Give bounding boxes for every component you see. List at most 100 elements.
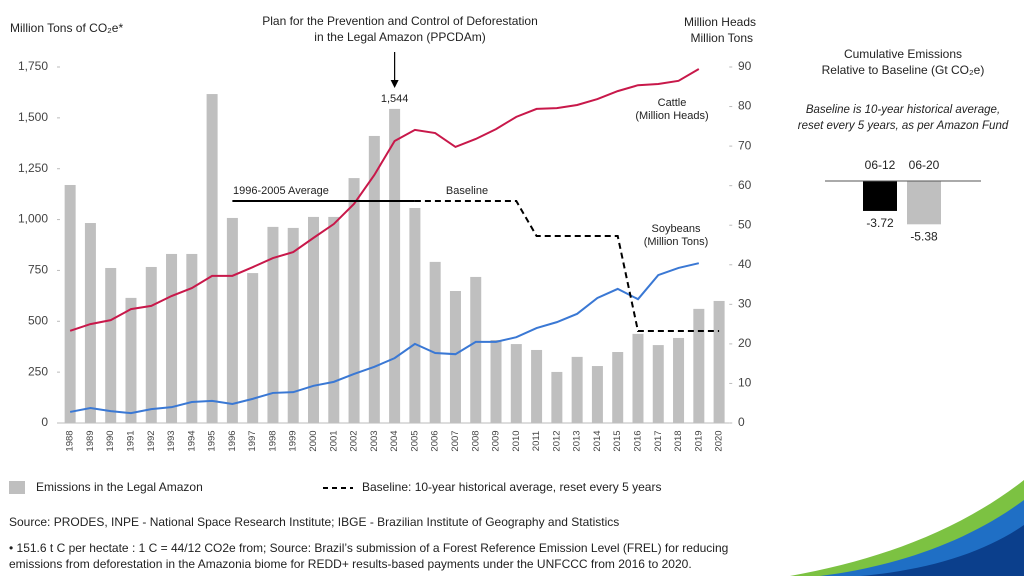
y2-tick-label: 90 (738, 59, 752, 73)
bar (470, 276, 482, 423)
value-label: -5.38 (910, 229, 938, 243)
line (69, 262, 700, 415)
series-label: Cattle (658, 97, 687, 109)
x-tick-label: 1992 (146, 430, 157, 451)
bar (490, 340, 502, 423)
bar (510, 344, 522, 423)
bar (409, 207, 421, 423)
bar (287, 227, 299, 423)
panel-title: Cumulative Emissions (844, 47, 962, 61)
bar (429, 261, 441, 423)
y-tick-label: 1,000 (18, 212, 48, 226)
bar (186, 253, 198, 423)
series-label: (Million Tons) (644, 236, 709, 248)
bar (308, 216, 319, 423)
bar (84, 223, 96, 423)
value-label: 1,544 (381, 93, 409, 105)
bar (328, 216, 340, 423)
y-tick-label: 1,250 (18, 161, 48, 175)
series-label: 1996-2005 Average (233, 185, 329, 197)
legend-swatch (9, 481, 25, 494)
x-tick-label: 2003 (369, 430, 380, 451)
x-tick-label: 2001 (328, 430, 339, 451)
x-tick-label: 2002 (349, 430, 360, 451)
bar (571, 356, 583, 423)
swoosh-dark (860, 525, 1024, 576)
y2-tick-label: 40 (738, 257, 752, 271)
bar (166, 253, 178, 423)
value-label: -3.72 (866, 216, 894, 230)
x-tick-label: 2000 (308, 430, 319, 451)
y2-axis-title: Million Heads (684, 15, 756, 29)
y-tick-label: 500 (28, 313, 48, 327)
y-tick-label: 750 (28, 263, 48, 277)
x-tick-label: 2012 (551, 430, 562, 451)
bar (368, 135, 380, 423)
x-tick-label: 2020 (714, 430, 725, 451)
bar (125, 297, 137, 423)
x-tick-label: 2018 (673, 430, 684, 451)
bar (907, 181, 941, 225)
bar (612, 352, 624, 423)
line (69, 68, 700, 332)
bar (652, 345, 664, 423)
annotation: in the Legal Amazon (PPCDAm) (314, 30, 485, 44)
note: • 151.6 t C per hectate : 1 C = 44/12 CO… (9, 541, 728, 555)
source: Source: PRODES, INPE - National Space Re… (9, 515, 619, 529)
y-tick-label: 1,750 (18, 59, 48, 73)
y2-axis-title: Million Tons (691, 31, 753, 45)
bar (673, 337, 685, 423)
bar (551, 371, 563, 423)
legend-label: Baseline: 10-year historical average, re… (362, 480, 661, 494)
x-tick-label: 2015 (612, 430, 623, 451)
category-label: 06-12 (865, 158, 896, 172)
panel-title: Relative to Baseline (Gt CO₂e) (822, 63, 985, 77)
x-tick-label: 1996 (227, 430, 238, 451)
category-label: 06-20 (909, 158, 940, 172)
bar (105, 267, 117, 423)
y2-tick-label: 20 (738, 336, 752, 350)
bar (693, 308, 705, 423)
y2-tick-label: 10 (738, 376, 752, 390)
x-tick-label: 1997 (247, 430, 258, 451)
x-tick-label: 1991 (125, 430, 136, 451)
x-tick-label: 1999 (288, 430, 299, 451)
bar (267, 226, 279, 423)
legend-label: Emissions in the Legal Amazon (36, 480, 203, 494)
x-tick-label: 2008 (470, 430, 481, 451)
note: emissions from deforestation in the Amaz… (9, 557, 692, 571)
y-tick-label: 0 (41, 415, 48, 429)
bar (64, 184, 76, 423)
bar (591, 366, 603, 423)
y2-tick-label: 70 (738, 138, 752, 152)
x-tick-label: 1994 (186, 430, 197, 451)
series-label: (Million Heads) (635, 110, 708, 122)
x-tick-label: 2010 (511, 430, 522, 451)
x-tick-label: 2019 (693, 430, 704, 451)
bar (863, 181, 897, 211)
bar (449, 290, 461, 423)
y2-tick-label: 30 (738, 297, 752, 311)
y-tick-label: 250 (28, 364, 48, 378)
y2-tick-label: 0 (738, 415, 745, 429)
x-tick-label: 2009 (491, 430, 502, 451)
x-tick-label: 2006 (430, 430, 441, 451)
bar (632, 333, 644, 423)
x-tick-label: 2016 (632, 430, 643, 451)
line (414, 200, 720, 333)
series-label: Soybeans (652, 223, 701, 235)
x-tick-label: 1993 (166, 430, 177, 451)
x-tick-label: 2005 (409, 430, 420, 451)
x-tick-label: 2007 (450, 430, 461, 451)
bar (348, 178, 360, 423)
x-tick-label: 2013 (572, 430, 583, 451)
bar (389, 108, 401, 424)
x-tick-label: 2017 (653, 430, 664, 451)
y2-tick-label: 60 (738, 178, 752, 192)
y-tick-label: 1,500 (18, 110, 48, 124)
x-tick-label: 1990 (105, 430, 116, 451)
x-tick-label: 1989 (85, 430, 96, 451)
annotation-arrowhead (390, 80, 399, 88)
y2-tick-label: 80 (738, 99, 752, 113)
